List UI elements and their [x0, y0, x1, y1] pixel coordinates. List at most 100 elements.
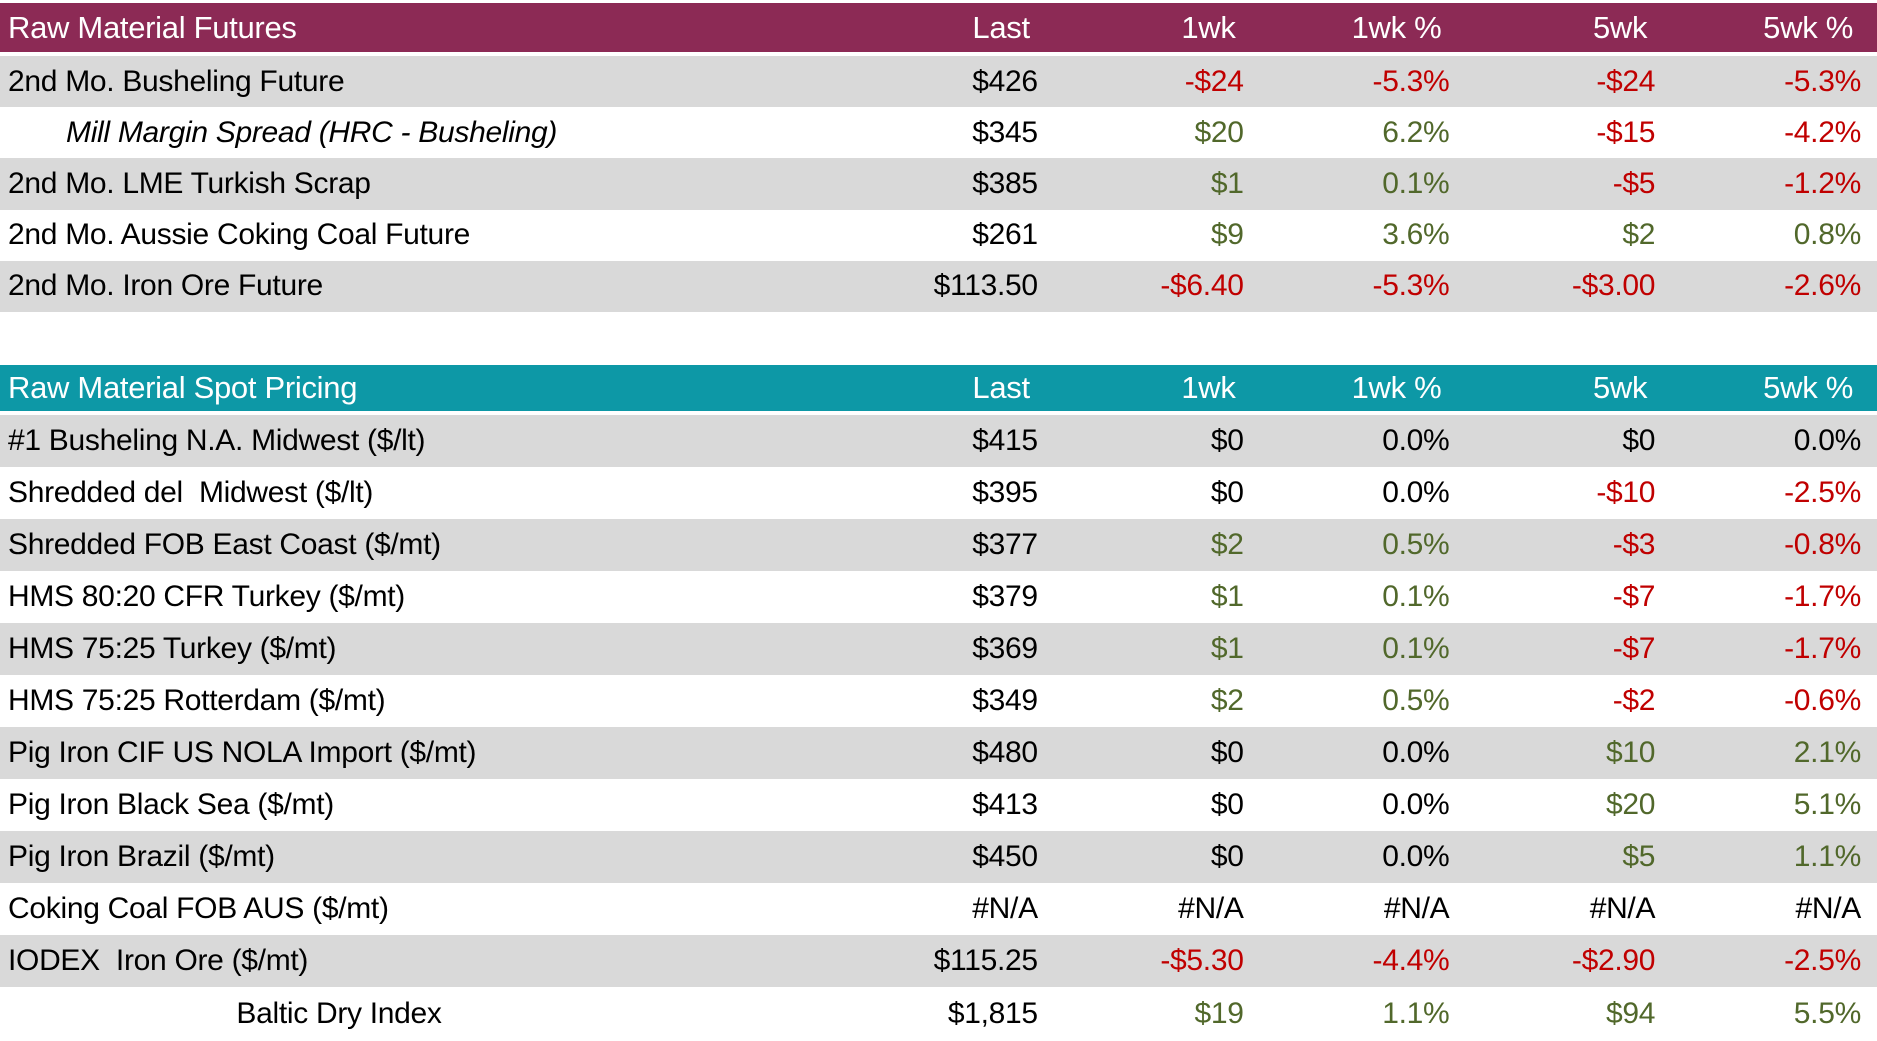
table-row: Pig Iron CIF US NOLA Import ($/mt) $480 $0… — [0, 726, 1877, 779]
table-row: Shredded FOB East Coast ($/mt) $377 $2 0.5%… — [0, 518, 1877, 571]
value-cell: -$24 — [1596, 64, 1656, 98]
value-cell: $0 — [1210, 735, 1244, 769]
column-header-5wk-pct: 5wk % — [1763, 9, 1853, 45]
table-row: Pig Iron Black Sea ($/mt) $413 $0 0.0% $20 5.… — [0, 778, 1877, 831]
column-header-1wk: 1wk — [1181, 9, 1236, 45]
row-label: IODEX Iron Ore ($/mt) — [8, 943, 309, 977]
spot-header-row: Raw Material Spot Pricing Last 1wk 1wk %… — [0, 364, 1877, 415]
spot-table-title: Raw Material Spot Pricing — [8, 369, 358, 405]
value-cell: -2.5% — [1784, 943, 1861, 977]
value-cell: -$2 — [1612, 683, 1656, 717]
value-cell: $2 — [1210, 527, 1244, 561]
value-cell: 5.5% — [1793, 996, 1861, 1030]
table-row: Pig Iron Brazil ($/mt) $450 $0 0.0% $5 1.1% — [0, 830, 1877, 883]
value-cell: $9 — [1210, 218, 1244, 252]
value-cell: #N/A — [1178, 891, 1244, 925]
value-cell: 5.1% — [1793, 787, 1861, 821]
table-row: 2nd Mo. LME Turkish Scrap $385 $1 0.1% -$5 -1… — [0, 158, 1877, 210]
value-cell: $261 — [972, 218, 1038, 252]
spot-rows: #1 Busheling N.A. Midwest ($/lt) $415 $0 0.… — [0, 414, 1877, 1041]
table-row: HMS 75:25 Turkey ($/mt) $369 $1 0.1% -$7 -1.7… — [0, 622, 1877, 675]
futures-table: Raw Material Futures Last 1wk 1wk % 5wk … — [0, 3, 1877, 312]
table-row: 2nd Mo. Busheling Future $426 -$24 -5.3% -$2… — [0, 56, 1877, 108]
value-cell: 2.1% — [1793, 735, 1861, 769]
row-label: 2nd Mo. LME Turkish Scrap — [8, 166, 371, 200]
column-header-1wk: 1wk — [1181, 369, 1236, 405]
value-cell: $20 — [1606, 787, 1656, 821]
column-header-5wk: 5wk — [1592, 9, 1648, 45]
value-cell: #N/A — [1589, 891, 1656, 925]
value-cell: 1.1% — [1793, 839, 1861, 873]
value-cell: -1.7% — [1784, 631, 1861, 665]
futures-table-title: Raw Material Futures — [8, 9, 297, 45]
table-row: IODEX Iron Ore ($/mt) $115.25 -$5.30 -4.4% -… — [0, 934, 1877, 987]
value-cell: $1 — [1210, 631, 1244, 665]
value-cell: 0.0% — [1382, 787, 1450, 821]
value-cell: $385 — [972, 166, 1038, 200]
row-label: HMS 75:25 Turkey ($/mt) — [8, 631, 337, 665]
value-cell: -$2.90 — [1571, 943, 1656, 977]
row-label: 2nd Mo. Busheling Future — [8, 64, 345, 98]
row-label: 2nd Mo. Iron Ore Future — [8, 269, 323, 303]
value-cell: -1.7% — [1784, 579, 1861, 613]
value-cell: $2 — [1622, 218, 1656, 252]
value-cell: -0.8% — [1784, 527, 1861, 561]
value-cell: 0.5% — [1382, 683, 1450, 717]
table-row: #1 Busheling N.A. Midwest ($/lt) $415 $0 0.… — [0, 414, 1877, 467]
value-cell: -$24 — [1184, 64, 1244, 98]
value-cell: 0.0% — [1382, 423, 1450, 457]
table-row: 2nd Mo. Aussie Coking Coal Future $261 $9 3… — [0, 209, 1877, 261]
value-cell: -$3 — [1612, 527, 1656, 561]
value-cell: 0.0% — [1382, 735, 1450, 769]
value-cell: 0.1% — [1382, 579, 1450, 613]
value-cell: $1 — [1210, 166, 1244, 200]
value-cell: 3.6% — [1382, 218, 1450, 252]
value-cell: 0.1% — [1382, 631, 1450, 665]
value-cell: -2.6% — [1784, 269, 1861, 303]
futures-rows: 2nd Mo. Busheling Future $426 -$24 -5.3% -$2… — [0, 56, 1877, 312]
value-cell: $345 — [972, 115, 1038, 149]
value-cell: $1,815 — [947, 996, 1038, 1030]
value-cell: $10 — [1606, 735, 1656, 769]
value-cell: 0.0% — [1793, 423, 1861, 457]
table-gap — [0, 311, 1877, 365]
row-label: Pig Iron Black Sea ($/mt) — [8, 787, 334, 821]
row-label: HMS 80:20 CFR Turkey ($/mt) — [8, 579, 405, 613]
value-cell: $2 — [1210, 683, 1244, 717]
row-label: Pig Iron CIF US NOLA Import ($/mt) — [8, 735, 477, 769]
value-cell: $0 — [1210, 475, 1244, 509]
row-label: Shredded del Midwest ($/lt) — [8, 475, 374, 509]
value-cell: -5.3% — [1372, 64, 1450, 98]
value-cell: $0 — [1210, 423, 1244, 457]
value-cell: -5.3% — [1784, 64, 1861, 98]
row-label: Baltic Dry Index — [236, 996, 442, 1030]
column-header-5wk: 5wk — [1592, 369, 1648, 405]
value-cell: 0.0% — [1382, 839, 1450, 873]
table-row: HMS 80:20 CFR Turkey ($/mt) $379 $1 0.1% -$7… — [0, 570, 1877, 623]
value-cell: -0.6% — [1784, 683, 1861, 717]
value-cell: #N/A — [1383, 891, 1450, 925]
value-cell: -5.3% — [1372, 269, 1450, 303]
table-row: 2nd Mo. Iron Ore Future $113.50 -$6.40 -5.3… — [0, 260, 1877, 312]
value-cell: -$10 — [1596, 475, 1656, 509]
value-cell: $1 — [1210, 579, 1244, 613]
value-cell: $113.50 — [933, 269, 1038, 303]
row-label: Shredded FOB East Coast ($/mt) — [8, 527, 441, 561]
value-cell: $0 — [1622, 423, 1656, 457]
table-row: Coking Coal FOB AUS ($/mt) #N/A #N/A #N/A #N… — [0, 882, 1877, 935]
value-cell: 0.8% — [1793, 218, 1861, 252]
value-cell: -$7 — [1612, 579, 1656, 613]
value-cell: $369 — [972, 631, 1038, 665]
value-cell: -$7 — [1612, 631, 1656, 665]
value-cell: $395 — [972, 475, 1038, 509]
value-cell: $415 — [972, 423, 1038, 457]
value-cell: 0.5% — [1382, 527, 1450, 561]
value-cell: 0.0% — [1382, 475, 1450, 509]
value-cell: -1.2% — [1784, 166, 1861, 200]
spot-pricing-table: Raw Material Spot Pricing Last 1wk 1wk %… — [0, 364, 1877, 1041]
value-cell: -$15 — [1596, 115, 1656, 149]
value-cell: -2.5% — [1784, 475, 1861, 509]
table-row: Shredded del Midwest ($/lt) $395 $0 0.0% -$1… — [0, 466, 1877, 519]
row-label: Coking Coal FOB AUS ($/mt) — [8, 891, 389, 925]
row-label: HMS 75:25 Rotterdam ($/mt) — [8, 683, 386, 717]
